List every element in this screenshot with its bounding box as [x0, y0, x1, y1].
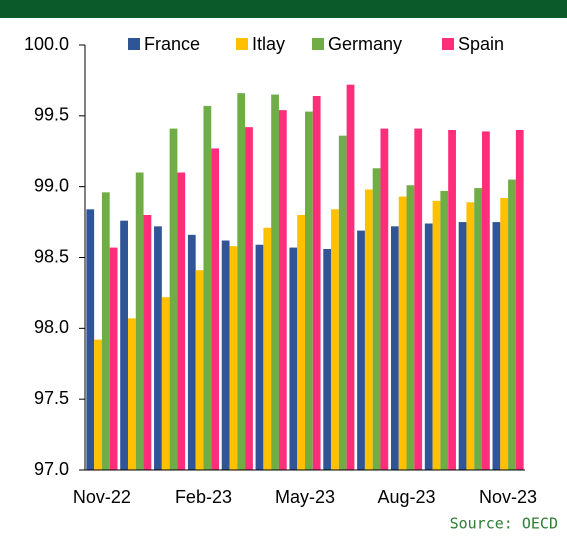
x-tick-label: Nov-22 [73, 487, 131, 507]
bar [169, 128, 178, 471]
y-tick-label: 99.0 [34, 175, 69, 195]
legend-swatch [312, 38, 324, 50]
header-band [0, 0, 567, 18]
bar [448, 130, 456, 470]
bar [432, 200, 441, 471]
bar [372, 168, 381, 470]
bar [229, 246, 238, 470]
bar [390, 226, 399, 470]
bar [203, 105, 212, 471]
bar [187, 234, 196, 470]
legend-swatch [236, 38, 248, 50]
bar [86, 209, 95, 471]
bar [474, 188, 483, 471]
bar [500, 198, 509, 470]
bar [161, 297, 170, 470]
bar [237, 93, 246, 471]
bar [263, 227, 272, 470]
bar [154, 226, 162, 470]
bar [380, 128, 389, 471]
x-tick-label: Nov-23 [479, 487, 537, 507]
bar [101, 192, 110, 471]
y-tick-label: 98.0 [34, 317, 69, 337]
bar [406, 185, 415, 470]
bar [331, 209, 339, 471]
bar [195, 270, 204, 470]
y-tick-label: 100.0 [24, 34, 69, 54]
bar [323, 249, 332, 470]
bar [211, 148, 220, 470]
bar [135, 172, 144, 470]
legend-label: France [144, 34, 200, 54]
y-tick-label: 98.5 [34, 246, 69, 266]
bar [143, 215, 152, 470]
bar [338, 135, 347, 470]
bar [109, 247, 118, 470]
bar [127, 318, 136, 470]
bar [297, 215, 305, 470]
bar [289, 247, 298, 470]
bar [458, 222, 467, 470]
legend-label: Spain [458, 34, 504, 54]
bar [305, 111, 313, 470]
x-tick-label: Feb-23 [175, 487, 232, 507]
y-tick-label: 97.5 [34, 388, 69, 408]
bar [120, 220, 128, 470]
y-tick-label: 97.0 [34, 459, 69, 479]
legend-swatch [128, 38, 140, 50]
bar [357, 230, 365, 470]
bar [424, 223, 433, 470]
bar [466, 202, 475, 470]
legend-label: Itlay [252, 34, 285, 54]
bar [245, 127, 253, 471]
bar [492, 222, 501, 470]
bar [508, 179, 516, 471]
bar [177, 172, 186, 470]
bar [278, 110, 287, 471]
x-tick-label: Aug-23 [378, 487, 436, 507]
y-tick-label: 99.5 [34, 105, 69, 125]
bar [94, 339, 102, 470]
source-note: Source: OECD [450, 515, 558, 533]
bar [346, 84, 355, 471]
bar [221, 240, 230, 470]
bar [440, 190, 449, 470]
bar [414, 128, 423, 471]
bar [312, 96, 321, 470]
x-tick-label: May-23 [275, 487, 335, 507]
legend-label: Germany [328, 34, 402, 54]
bar [482, 131, 490, 470]
bar [398, 196, 407, 471]
bar [515, 130, 524, 470]
bar [255, 244, 264, 470]
legend-swatch [442, 38, 454, 50]
bar [364, 189, 373, 470]
bar [271, 94, 279, 470]
